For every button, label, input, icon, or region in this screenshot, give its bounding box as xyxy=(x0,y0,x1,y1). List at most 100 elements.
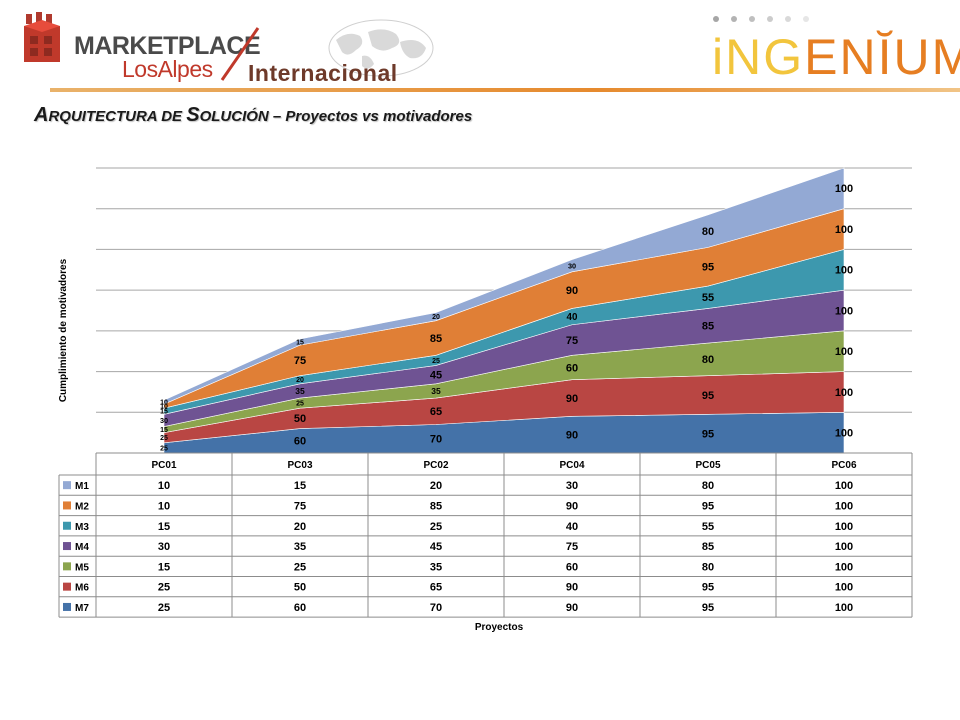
data-table: PC01 PC03 PC02 PC04 PC05 PC06 M1 10 15 20 30 80 100 M… xyxy=(58,452,913,618)
table-cell: 65 xyxy=(430,582,442,594)
data-label: 25 xyxy=(160,435,168,442)
table-cell: 85 xyxy=(702,541,714,553)
data-label: 85 xyxy=(702,321,714,333)
table-cell: 20 xyxy=(294,521,306,533)
marketplace-logo: MARKETPLACE LosAlpes Internacional xyxy=(12,6,434,88)
data-label: 100 xyxy=(835,427,853,439)
data-label: 55 xyxy=(702,292,714,304)
table-cell: 25 xyxy=(294,561,306,573)
table-cell: 55 xyxy=(702,521,714,533)
table-series-name: M7 xyxy=(75,603,89,614)
data-label: 20 xyxy=(432,314,440,321)
table-cell: 100 xyxy=(835,521,853,533)
table-cell: 90 xyxy=(566,500,578,512)
ingenium-logo: iNGENĬUM xyxy=(712,14,960,85)
data-label: 85 xyxy=(430,333,442,345)
wordmark-part-1: iNG xyxy=(712,29,805,85)
legend-swatch xyxy=(63,481,71,490)
data-label: 30 xyxy=(160,416,168,425)
table-cell: 15 xyxy=(294,480,306,492)
brand-sub: LosAlpes xyxy=(122,56,213,82)
table-series-name: M6 xyxy=(75,583,89,594)
table-header: PC03 xyxy=(287,460,312,471)
table-cell: 40 xyxy=(566,521,578,533)
data-label: 15 xyxy=(160,409,168,416)
table-cell: 30 xyxy=(566,480,578,492)
data-label: 10 xyxy=(160,404,168,411)
table-cell: 60 xyxy=(566,561,578,573)
table-cell: 15 xyxy=(158,521,170,533)
table-cell: 100 xyxy=(835,582,853,594)
table-cell: 95 xyxy=(702,582,714,594)
table-cell: 80 xyxy=(702,480,714,492)
data-label: 75 xyxy=(566,335,578,347)
data-label: 80 xyxy=(702,226,714,238)
data-label: 15 xyxy=(160,427,168,434)
header-rule xyxy=(50,88,960,92)
legend-swatch xyxy=(63,602,71,611)
data-label: 20 xyxy=(296,377,304,384)
table-cell: 45 xyxy=(430,541,442,553)
data-label: 100 xyxy=(835,305,853,317)
data-label: 25 xyxy=(160,445,168,452)
data-label: 45 xyxy=(430,369,442,381)
table-header: PC04 xyxy=(559,460,584,471)
wordmark-part-2: ENĬUM xyxy=(804,29,960,85)
table-series-name: M2 xyxy=(75,501,89,512)
data-label: 100 xyxy=(835,387,853,399)
title-solucion: OLUCIÓN xyxy=(199,108,269,125)
table-cell: 10 xyxy=(158,500,170,512)
data-label: 15 xyxy=(296,340,304,347)
slash-divider xyxy=(220,27,260,81)
data-label: 95 xyxy=(702,390,714,402)
data-label: 40 xyxy=(567,312,578,323)
area-m1 xyxy=(163,167,845,405)
table-cell: 20 xyxy=(430,480,442,492)
table-cell: 100 xyxy=(835,561,853,573)
data-label: 90 xyxy=(566,430,578,442)
data-label: 100 xyxy=(835,346,853,358)
data-label: 90 xyxy=(566,285,578,297)
legend-swatch xyxy=(63,501,71,510)
y-axis-label: Cumplimiento de motivadores xyxy=(58,258,69,402)
title-initial-s: S xyxy=(186,104,200,126)
table-cell: 35 xyxy=(294,541,306,553)
table-header: PC05 xyxy=(695,460,720,471)
data-label: 50 xyxy=(294,413,306,425)
data-label: 25 xyxy=(432,358,440,365)
data-label: 70 xyxy=(430,434,442,446)
table-header: PC02 xyxy=(423,460,448,471)
data-label: 100 xyxy=(835,265,853,277)
ingenium-wordmark: iNGENĬUM xyxy=(712,28,960,86)
data-label: 35 xyxy=(295,386,305,396)
table-header: PC01 xyxy=(151,460,176,471)
table-cell: 100 xyxy=(835,500,853,512)
table-series-name: M3 xyxy=(75,522,89,533)
data-label: 100 xyxy=(835,224,853,236)
legend-swatch xyxy=(63,521,71,530)
legend-swatch xyxy=(63,582,71,591)
title-arquitectura: RQUITECTURA DE xyxy=(48,108,187,125)
table-cell: 30 xyxy=(158,541,170,553)
title-initial-a: A xyxy=(34,104,49,126)
table-cell: 50 xyxy=(294,582,306,594)
data-label: 25 xyxy=(296,401,304,408)
dots-decoration xyxy=(713,16,809,22)
data-label: 95 xyxy=(702,262,714,274)
data-label: 60 xyxy=(294,436,306,448)
table-series-name: M4 xyxy=(75,542,89,553)
table-cell: 75 xyxy=(294,500,306,512)
table-cell: 75 xyxy=(566,541,578,553)
data-label: 65 xyxy=(430,406,442,418)
table-cell: 80 xyxy=(702,561,714,573)
table-cell: 95 xyxy=(702,500,714,512)
data-label: 90 xyxy=(566,393,578,405)
table-cell: 90 xyxy=(566,602,578,614)
table-cell: 70 xyxy=(430,602,442,614)
x-axis-label: Proyectos xyxy=(475,622,524,633)
legend-swatch xyxy=(63,562,71,571)
table-cell: 100 xyxy=(835,541,853,553)
table-cell: 85 xyxy=(430,500,442,512)
